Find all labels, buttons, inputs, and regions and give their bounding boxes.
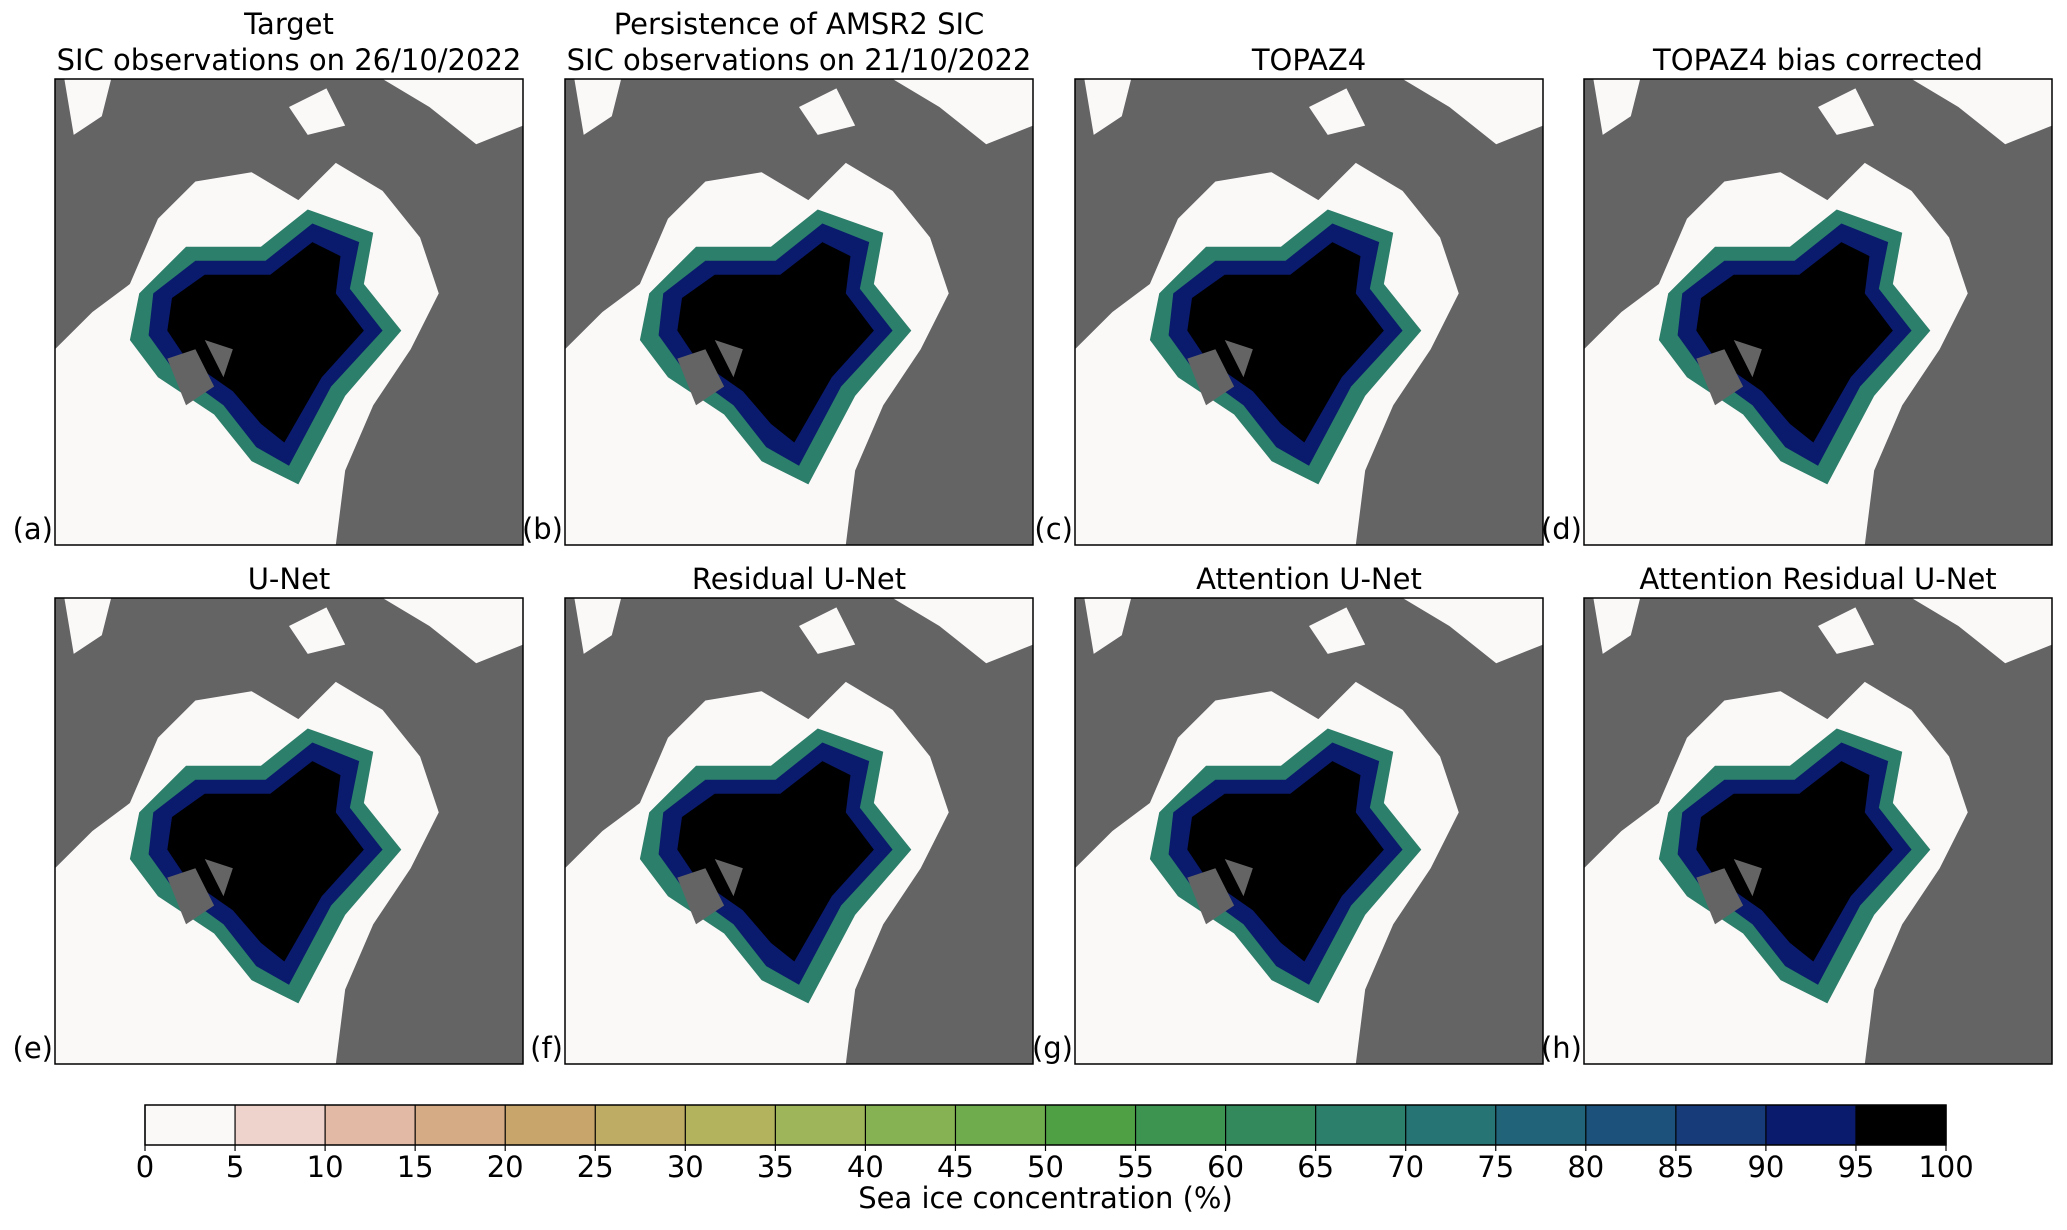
panel-label: (d) bbox=[1541, 512, 1582, 546]
colorbar-tick-label: 20 bbox=[487, 1150, 524, 1184]
map bbox=[1584, 79, 2052, 545]
colorbar-tick-label: 50 bbox=[1027, 1150, 1064, 1184]
colorbar-segment bbox=[1765, 1105, 1856, 1145]
colorbar-tick-label: 65 bbox=[1297, 1150, 1334, 1184]
colorbar-tick-label: 60 bbox=[1207, 1150, 1244, 1184]
map bbox=[55, 79, 523, 545]
colorbar-segment bbox=[1045, 1105, 1136, 1145]
panel-title: Attention Residual U-Net bbox=[1639, 562, 1996, 596]
colorbar-segment bbox=[1315, 1105, 1406, 1145]
colorbar-segment bbox=[1495, 1105, 1586, 1145]
map bbox=[55, 598, 523, 1064]
panel-label: (h) bbox=[1541, 1031, 1582, 1065]
panel-title: TOPAZ4 bias corrected bbox=[1652, 43, 1983, 77]
panel-label: (g) bbox=[1032, 1031, 1073, 1065]
map-frame bbox=[564, 78, 1034, 546]
colorbar-tick-label: 90 bbox=[1747, 1150, 1784, 1184]
colorbar-tick-label: 15 bbox=[397, 1150, 434, 1184]
colorbar-tick-label: 80 bbox=[1567, 1150, 1604, 1184]
colorbar-tick-label: 5 bbox=[226, 1150, 244, 1184]
panel-title: Attention U-Net bbox=[1196, 562, 1422, 596]
colorbar-segment bbox=[415, 1105, 506, 1145]
colorbar-tick-label: 25 bbox=[577, 1150, 614, 1184]
colorbar-segment bbox=[1855, 1105, 1946, 1145]
colorbar-segment bbox=[1585, 1105, 1676, 1145]
colorbar-frame bbox=[144, 1104, 1947, 1146]
colorbar-segment bbox=[685, 1105, 776, 1145]
panel-title: U-Net bbox=[248, 562, 331, 596]
map bbox=[1584, 598, 2052, 1064]
colorbar-tick-label: 55 bbox=[1117, 1150, 1154, 1184]
map-frame bbox=[564, 597, 1034, 1065]
colorbar-tick-label: 0 bbox=[136, 1150, 154, 1184]
map-frame bbox=[1583, 597, 2053, 1065]
colorbar-segment bbox=[1675, 1105, 1766, 1145]
colorbar-tick-label: 75 bbox=[1477, 1150, 1514, 1184]
colorbar-tick-label: 85 bbox=[1657, 1150, 1694, 1184]
map-frame bbox=[1583, 78, 2053, 546]
panel-title: Persistence of AMSR2 SIC bbox=[614, 7, 985, 41]
colorbar-segment bbox=[505, 1105, 596, 1145]
colorbar-tick-label: 10 bbox=[307, 1150, 344, 1184]
colorbar-segment bbox=[1135, 1105, 1226, 1145]
colorbar-segment bbox=[955, 1105, 1046, 1145]
colorbar-segment bbox=[325, 1105, 416, 1145]
map-frame bbox=[54, 78, 524, 546]
colorbar-tick-label: 70 bbox=[1387, 1150, 1424, 1184]
colorbar-segment bbox=[775, 1105, 866, 1145]
colorbar-tick-label: 30 bbox=[667, 1150, 704, 1184]
panel-label: (c) bbox=[1034, 512, 1073, 546]
map bbox=[1075, 598, 1543, 1064]
colorbar-segment bbox=[235, 1105, 326, 1145]
map-frame bbox=[1074, 78, 1544, 546]
map bbox=[565, 79, 1033, 545]
panel-label: (f) bbox=[530, 1031, 563, 1065]
colorbar-label: Sea ice concentration (%) bbox=[858, 1181, 1233, 1215]
colorbar-segment bbox=[1225, 1105, 1316, 1145]
panel-title: SIC observations on 26/10/2022 bbox=[57, 43, 522, 77]
panel-title: Residual U-Net bbox=[692, 562, 906, 596]
colorbar-tick-label: 35 bbox=[757, 1150, 794, 1184]
panel-title: Target bbox=[243, 7, 334, 41]
colorbar-tick-label: 45 bbox=[937, 1150, 974, 1184]
map bbox=[1075, 79, 1543, 545]
panel-label: (b) bbox=[522, 512, 563, 546]
colorbar-segment bbox=[595, 1105, 686, 1145]
colorbar-tick-label: 40 bbox=[847, 1150, 884, 1184]
map bbox=[565, 598, 1033, 1064]
colorbar-segment bbox=[145, 1105, 236, 1145]
panel-title: SIC observations on 21/10/2022 bbox=[567, 43, 1032, 77]
panel-label: (e) bbox=[13, 1031, 53, 1065]
map-frame bbox=[1074, 597, 1544, 1065]
panel-label: (a) bbox=[13, 512, 53, 546]
map-frame bbox=[54, 597, 524, 1065]
colorbar-tick-label: 95 bbox=[1837, 1150, 1874, 1184]
colorbar-segment bbox=[1405, 1105, 1496, 1145]
colorbar-tick-label: 100 bbox=[1918, 1150, 1973, 1184]
colorbar-segment bbox=[865, 1105, 956, 1145]
panel-title: TOPAZ4 bbox=[1251, 43, 1366, 77]
